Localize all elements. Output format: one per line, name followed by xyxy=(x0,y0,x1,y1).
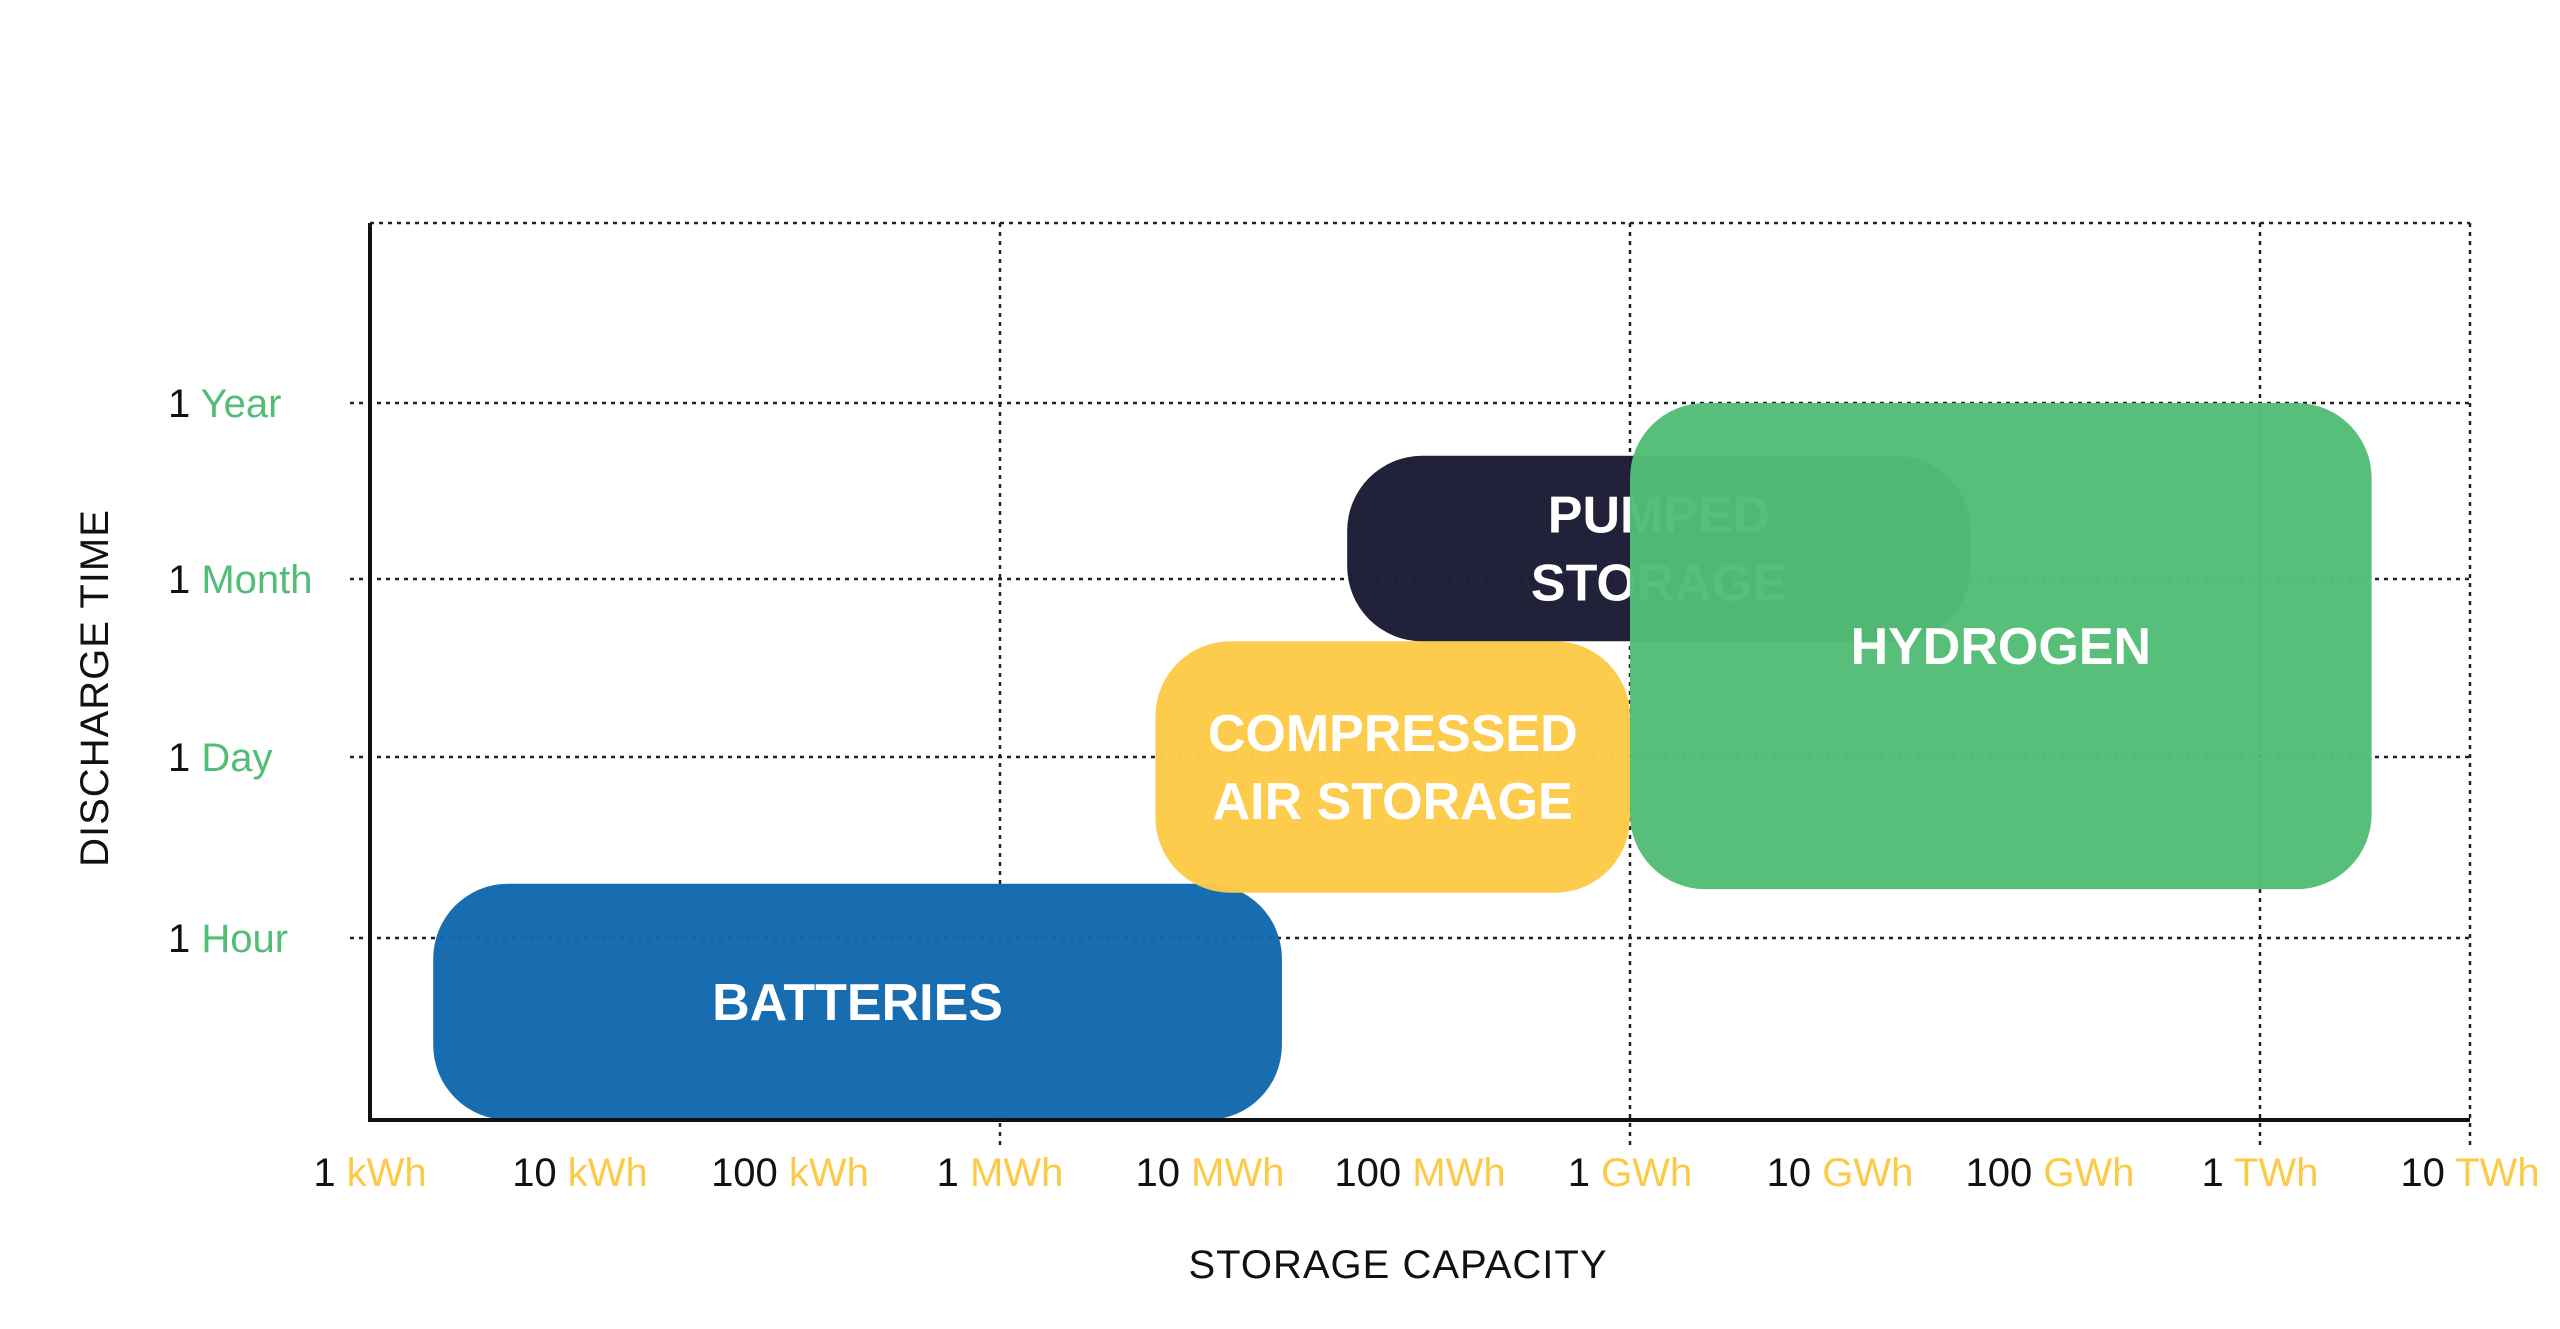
tech-box-hydrogen: HYDROGEN xyxy=(1630,403,2372,890)
tech-box-compressed-air-storage: COMPRESSED AIR STORAGE xyxy=(1155,641,1630,893)
y-tick-label: 1 Month xyxy=(168,558,313,602)
x-tick-label: 10 GWh xyxy=(1767,1151,1914,1195)
tech-box-label: AIR STORAGE xyxy=(1213,773,1573,831)
axis-layer xyxy=(368,223,2470,1122)
y-axis-title: DISCHARGE TIME xyxy=(73,509,117,867)
x-tick-label: 10 TWh xyxy=(2400,1151,2539,1195)
tech-box-shape xyxy=(1155,641,1630,893)
tech-box-label: HYDROGEN xyxy=(1851,618,2151,676)
y-tick-label: 1 Year xyxy=(168,382,281,426)
x-tick-label: 100 MWh xyxy=(1334,1151,1505,1195)
x-tick-label: 100 GWh xyxy=(1966,1151,2135,1195)
x-tick-label: 1 TWh xyxy=(2201,1151,2318,1195)
x-tick-label: 1 GWh xyxy=(1568,1151,1692,1195)
x-tick-label: 10 MWh xyxy=(1136,1151,1285,1195)
tech-box-label: COMPRESSED xyxy=(1208,705,1578,763)
x-tick-label: 100 kWh xyxy=(711,1151,869,1195)
tech-box-label: BATTERIES xyxy=(712,974,1003,1032)
y-tick-label: 1 Day xyxy=(168,736,273,780)
tech-box-shape xyxy=(1630,403,2372,890)
tech-box-batteries: BATTERIES xyxy=(433,883,1282,1120)
x-tick-label: 10 kWh xyxy=(512,1151,648,1195)
x-tick-label: 1 kWh xyxy=(313,1151,426,1195)
x-axis-title: STORAGE CAPACITY xyxy=(1188,1243,1607,1287)
x-tick-label: 1 MWh xyxy=(937,1151,1064,1195)
tech-box-shape xyxy=(433,883,1282,1120)
y-tick-label: 1 Hour xyxy=(168,917,288,961)
label-layer: STORAGE CAPACITY DISCHARGE TIME 1 kWh 10 … xyxy=(73,382,2540,1287)
